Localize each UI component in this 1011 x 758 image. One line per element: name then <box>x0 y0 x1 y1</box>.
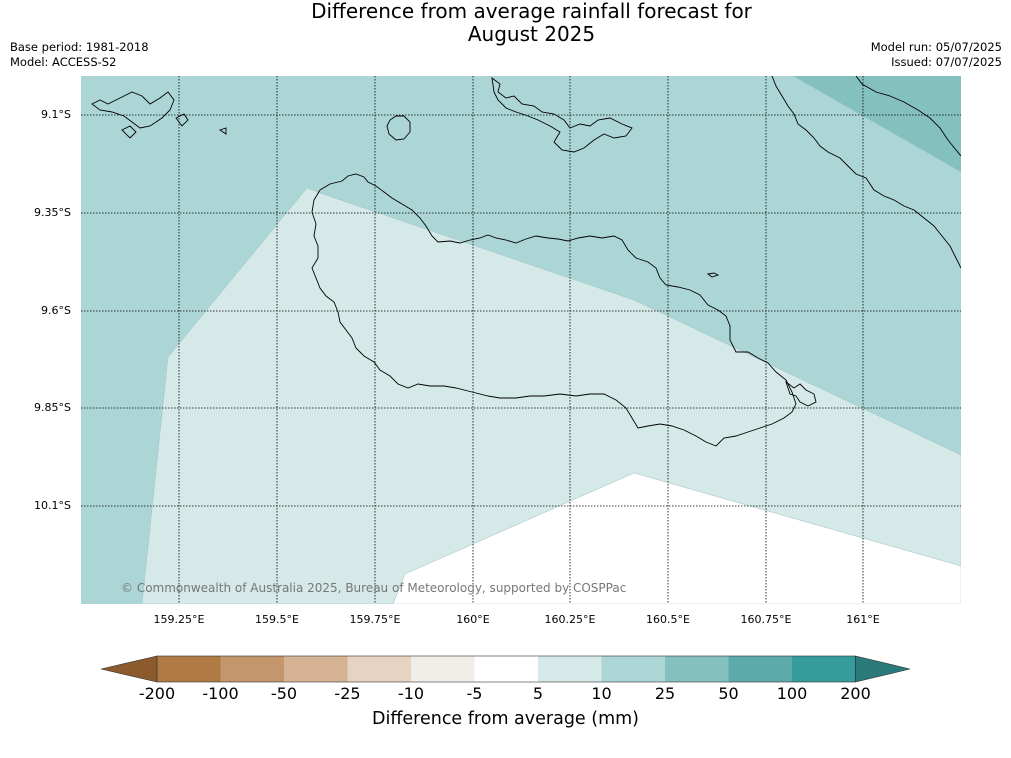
lat-label: 9.6°S <box>41 304 71 317</box>
lon-label: 160.25°E <box>544 613 596 626</box>
colorbar-tick-label: 50 <box>718 684 739 703</box>
colorbar-segment <box>157 656 221 682</box>
colorbar-tick-label: -25 <box>334 684 361 703</box>
base-period: Base period: 1981-2018 <box>10 40 149 54</box>
guadalcanal-coast <box>311 173 797 447</box>
lat-label: 9.85°S <box>34 401 71 414</box>
russell-islet-3 <box>218 127 227 135</box>
copyright-credit: © Commonwealth of Australia 2025, Bureau… <box>121 581 627 595</box>
russell-islet-2 <box>175 113 189 127</box>
meta-left: Base period: 1981-2018 Model: ACCESS-S2 <box>10 40 149 70</box>
coastlines <box>91 76 961 447</box>
gridlines <box>81 76 961 604</box>
colorbar-tick-label: -5 <box>466 684 483 703</box>
colorbar-tick-label: -100 <box>202 684 239 703</box>
colorbar-segment <box>411 656 475 682</box>
russell-islands-coast <box>91 91 175 129</box>
class-near-average-region <box>392 472 961 604</box>
lon-label: 160.75°E <box>740 613 792 626</box>
colorbar-tick-label: 5 <box>532 684 544 703</box>
colorbar-tick-label: -50 <box>270 684 298 703</box>
colorbar-tick-label: -10 <box>397 684 425 703</box>
lon-label: 160.5°E <box>646 613 690 626</box>
colorbar-segment <box>601 656 665 682</box>
colorbar-tick-label: 100 <box>776 684 808 703</box>
model-run: Model run: 05/07/2025 <box>870 40 1002 54</box>
colorbar-outline <box>156 655 856 683</box>
colorbar-segment <box>474 656 538 682</box>
russell-islet-1 <box>121 125 137 139</box>
colorbar-segment <box>220 656 284 682</box>
issued-date: Issued: 07/07/2025 <box>891 55 1002 69</box>
meta-right: Model run: 05/07/2025 Issued: 07/07/2025 <box>871 40 1002 70</box>
colorbar-segment <box>538 656 602 682</box>
class-25-50-region <box>793 76 961 172</box>
model-name: Model: ACCESS-S2 <box>10 55 117 69</box>
colorbar-extend-low <box>100 655 158 683</box>
nggela-islands-coast <box>491 76 633 153</box>
colorbar-segment <box>728 656 792 682</box>
lon-label: 159.75°E <box>349 613 401 626</box>
colorbar-segment <box>792 656 856 682</box>
lat-label: 9.35°S <box>34 206 71 219</box>
colorbar-segment <box>665 656 729 682</box>
malaita-coast <box>771 76 961 269</box>
map-area <box>81 76 961 604</box>
colorbar-title: Difference from average (mm) <box>371 709 640 729</box>
malaita-coast-north <box>855 76 961 157</box>
title-line-1: Difference from average rainfall forecas… <box>311 0 752 23</box>
colorbar-tick-label: 25 <box>654 684 676 703</box>
lat-label: 10.1°S <box>34 499 71 512</box>
lon-label: 159.25°E <box>153 613 205 626</box>
lat-label: 9.1°S <box>41 108 71 121</box>
savo-island-coast <box>386 115 411 141</box>
islet-coast <box>706 272 720 278</box>
lon-label: 159.5°E <box>255 613 299 626</box>
lon-label: 161°E <box>846 613 880 626</box>
colorbar-tick-label: 200 <box>840 684 871 703</box>
lon-label: 160°E <box>456 613 490 626</box>
title-line-2: August 2025 <box>467 22 596 46</box>
colorbar-segment <box>347 656 411 682</box>
colorbar-segment <box>284 656 348 682</box>
chart-title: Difference from average rainfall forecas… <box>0 0 1011 46</box>
colorbar <box>100 655 911 683</box>
colorbar-tick-label: -200 <box>138 684 176 703</box>
marau-islands-coast <box>785 380 817 407</box>
colorbar-extend-high <box>855 655 911 683</box>
colorbar-tick-label: 10 <box>591 684 612 703</box>
